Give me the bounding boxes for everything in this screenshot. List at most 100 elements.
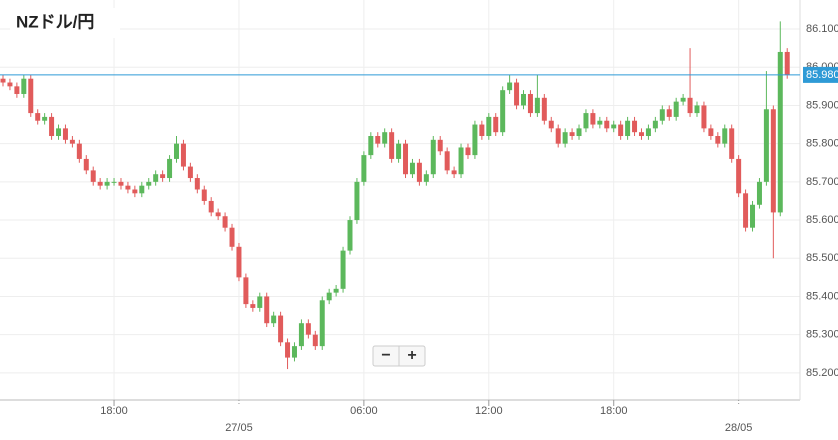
candle-body: [368, 136, 374, 156]
candle-body: [382, 132, 388, 144]
candle-body: [500, 90, 506, 133]
candle-body: [160, 174, 166, 179]
candle-body: [548, 120, 554, 129]
candle-body: [715, 136, 721, 144]
y-tick-label: 85.800: [806, 138, 838, 150]
candle-body: [42, 116, 48, 121]
candle-body: [756, 181, 762, 205]
candle-body: [625, 120, 631, 137]
candle-body: [409, 162, 415, 175]
candle-body: [389, 132, 395, 159]
candle-body: [62, 128, 68, 140]
candle-body: [153, 174, 159, 182]
candle-body: [743, 193, 749, 228]
candle-body: [666, 109, 672, 117]
candle-body: [56, 128, 62, 137]
candle-body: [569, 132, 575, 137]
candle-body: [479, 124, 485, 137]
candle-body: [97, 181, 103, 186]
x-tick-label: 27/05: [225, 422, 253, 434]
candle-body: [618, 124, 624, 137]
candle-body: [243, 277, 249, 305]
candle-body: [21, 78, 27, 94]
zoom-out-button[interactable]: −: [381, 347, 390, 364]
candle-body: [111, 181, 117, 183]
candle-body: [458, 147, 464, 175]
last-price-tag: [803, 66, 838, 83]
candle-body: [396, 143, 402, 159]
y-tick-label: 85.500: [806, 252, 838, 264]
candle-body: [14, 86, 20, 94]
candle-body: [611, 124, 617, 129]
candle-body: [285, 342, 291, 358]
x-tick-label: 06:00: [350, 405, 378, 417]
zoom-controls: − +: [372, 345, 426, 367]
candle-body: [562, 132, 568, 144]
chart-title: NZドル/円: [16, 12, 94, 31]
candle-body: [680, 97, 686, 102]
candle-body: [229, 227, 235, 247]
candle-body: [49, 116, 55, 137]
candle-body: [729, 128, 735, 159]
zoom-in-button[interactable]: +: [407, 347, 416, 364]
x-tick-label: 18:00: [600, 405, 628, 417]
candle-body: [750, 204, 756, 228]
candle-body: [201, 189, 207, 201]
candle-body: [28, 78, 34, 114]
candle-body: [687, 97, 693, 114]
y-tick-label: 86.100: [806, 23, 838, 35]
candle-body: [69, 139, 75, 144]
y-tick-label: 85.300: [806, 329, 838, 341]
candle-body: [604, 120, 610, 129]
candle-body: [784, 51, 790, 75]
candle-body: [347, 220, 353, 251]
candle-body: [215, 212, 221, 217]
candle-body: [597, 120, 603, 125]
candle-body: [638, 132, 644, 137]
candle-body: [194, 178, 200, 190]
candle-body: [423, 174, 429, 182]
candle-body: [146, 181, 152, 186]
candle-body: [645, 128, 651, 137]
x-tick-label: 18:00: [100, 405, 128, 417]
y-tick-label: 85.700: [806, 176, 838, 188]
candle-body: [250, 304, 256, 308]
candle-body: [0, 78, 6, 83]
candle-body: [340, 250, 346, 289]
candle-body: [236, 246, 242, 278]
plot: [0, 0, 800, 400]
candle-body: [187, 166, 193, 179]
candle-body: [694, 105, 700, 114]
candle-body: [35, 113, 41, 121]
candle-body: [590, 113, 596, 125]
candle-body: [83, 158, 89, 171]
candle-body: [708, 128, 714, 137]
candle-body: [527, 93, 533, 114]
candle-body: [521, 93, 526, 106]
candle-body: [507, 82, 513, 91]
x-tick-label: 12:00: [475, 405, 503, 417]
candle-body: [278, 315, 284, 343]
candle-body: [354, 181, 360, 221]
x-tick-label: 28/05: [725, 422, 753, 434]
candle-body: [673, 101, 679, 117]
candle-body: [493, 116, 499, 133]
candle-body: [326, 292, 332, 301]
candle-body: [632, 120, 638, 133]
candle-body: [271, 315, 277, 324]
candle-body: [291, 346, 297, 358]
candle-body: [222, 216, 228, 228]
candle-body: [451, 170, 457, 175]
candle-body: [659, 109, 665, 121]
candle-body: [486, 116, 492, 137]
candle-body: [167, 158, 173, 179]
candle-body: [555, 128, 561, 144]
candle-body: [576, 128, 582, 137]
candle-body: [770, 109, 776, 213]
candle-body: [298, 323, 304, 347]
candle-body: [514, 82, 520, 106]
candle-body: [312, 334, 318, 347]
y-tick-label: 85.600: [806, 214, 838, 226]
candle-body: [763, 109, 769, 182]
